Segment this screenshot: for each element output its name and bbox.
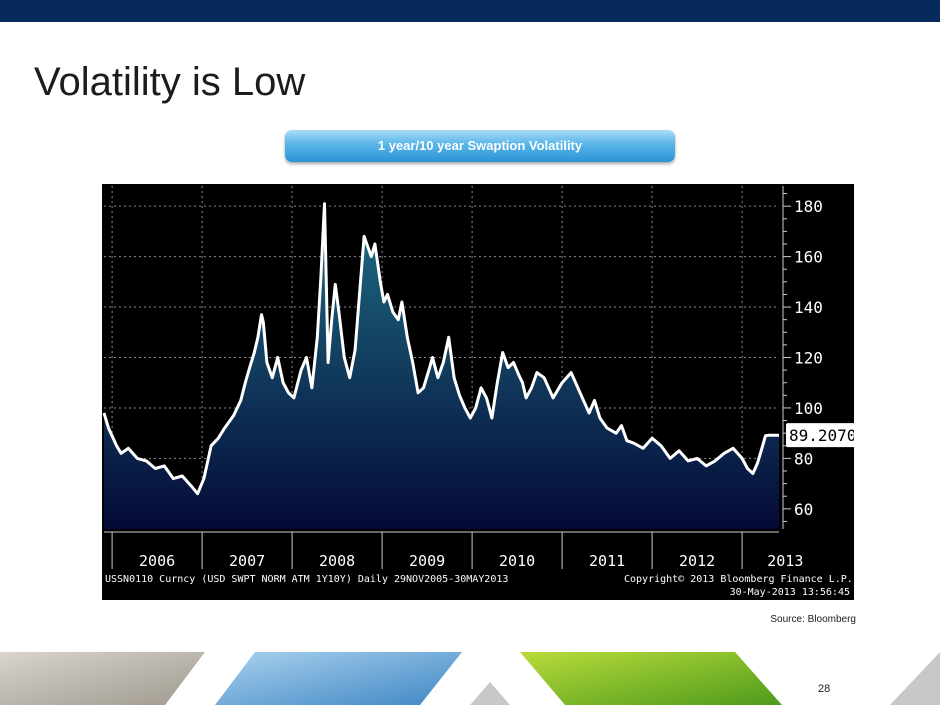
x-tick-label: 2012 xyxy=(679,552,715,570)
chart-title-banner: 1 year/10 year Swaption Volatility xyxy=(285,130,675,162)
y-tick-label: 120 xyxy=(794,349,823,368)
x-tick-label: 2013 xyxy=(767,552,803,570)
chart-panel: 60 80 100 120 140 160 180 89.2070 2006 2007 2008 20… xyxy=(102,184,854,600)
last-value-label: 89.2070 xyxy=(789,426,854,445)
source-note: Source: Bloomberg xyxy=(770,614,856,625)
x-tick-label: 2011 xyxy=(589,552,625,570)
y-tick-label: 140 xyxy=(794,298,823,317)
chart-footer-timestamp: 30-May-2013 13:56:45 xyxy=(730,587,850,598)
y-tick-label: 160 xyxy=(794,248,823,267)
last-value-box xyxy=(786,423,854,448)
y-tick-label: 180 xyxy=(794,197,823,216)
leaf-image xyxy=(520,652,782,705)
slide-title: Volatility is Low xyxy=(34,60,306,104)
chart-footer-copyright: Copyright© 2013 Bloomberg Finance L.P. xyxy=(624,574,853,585)
y-tick-label: 80 xyxy=(794,449,813,468)
x-tick-label: 2009 xyxy=(409,552,445,570)
x-tick-label: 2006 xyxy=(139,552,175,570)
y-tick-label: 60 xyxy=(794,500,813,519)
page-number: 28 xyxy=(818,683,831,695)
top-banner-bar xyxy=(0,0,940,22)
x-tick-label: 2010 xyxy=(499,552,535,570)
chart-footer-ticker: USSN0110 Curncy (USD SWPT NORM ATM 1Y10Y… xyxy=(105,574,508,585)
x-tick-label: 2008 xyxy=(319,552,355,570)
x-tick-label: 2007 xyxy=(229,552,265,570)
rope-image xyxy=(0,652,205,705)
y-tick-label: 100 xyxy=(794,399,823,418)
series-line xyxy=(102,202,779,496)
footer-image-strip xyxy=(0,652,940,705)
series-area xyxy=(104,203,779,529)
sky-image xyxy=(215,652,462,705)
volatility-chart: 60 80 100 120 140 160 180 89.2070 2006 2007 2008 20… xyxy=(102,186,854,598)
